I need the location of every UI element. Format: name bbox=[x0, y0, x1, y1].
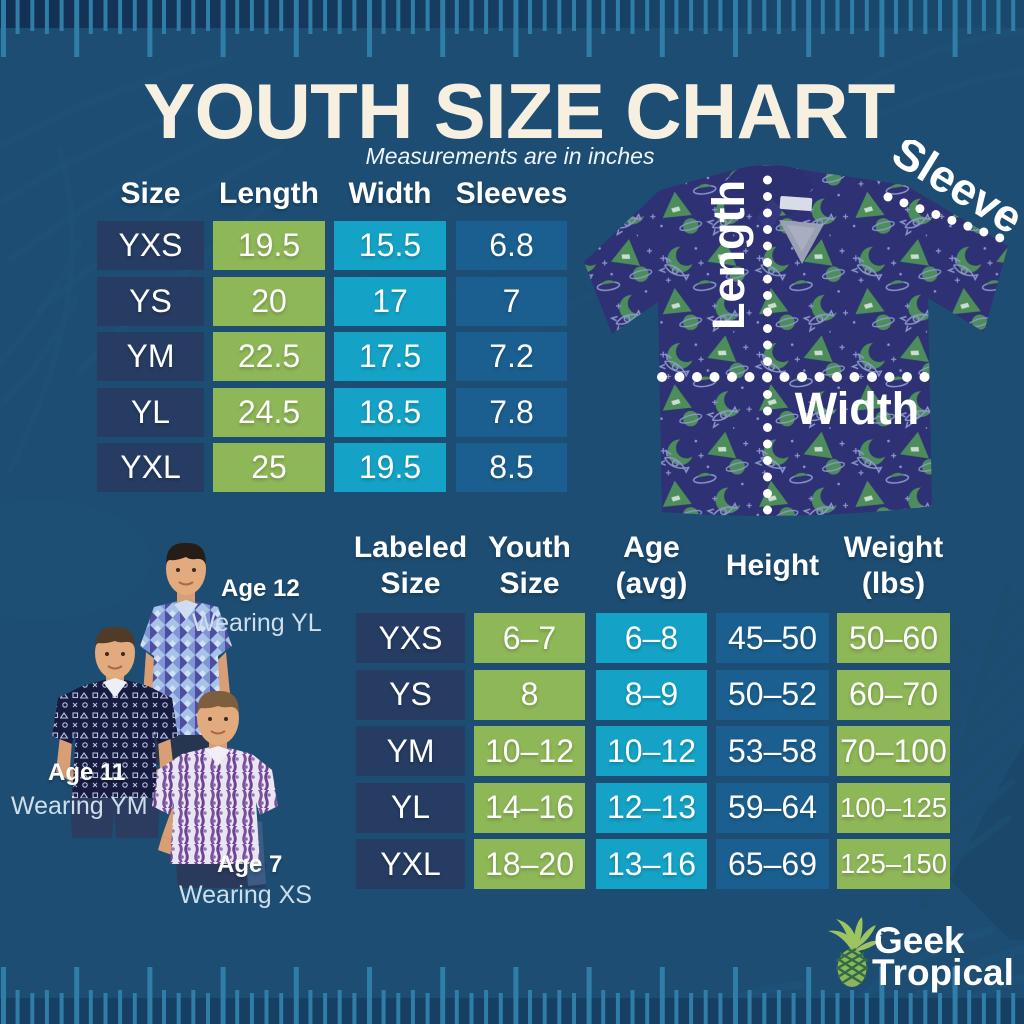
svg-text:Width: Width bbox=[795, 383, 920, 434]
svg-text:Length: Length bbox=[703, 180, 754, 330]
svg-text:Tropical: Tropical bbox=[872, 952, 1014, 993]
